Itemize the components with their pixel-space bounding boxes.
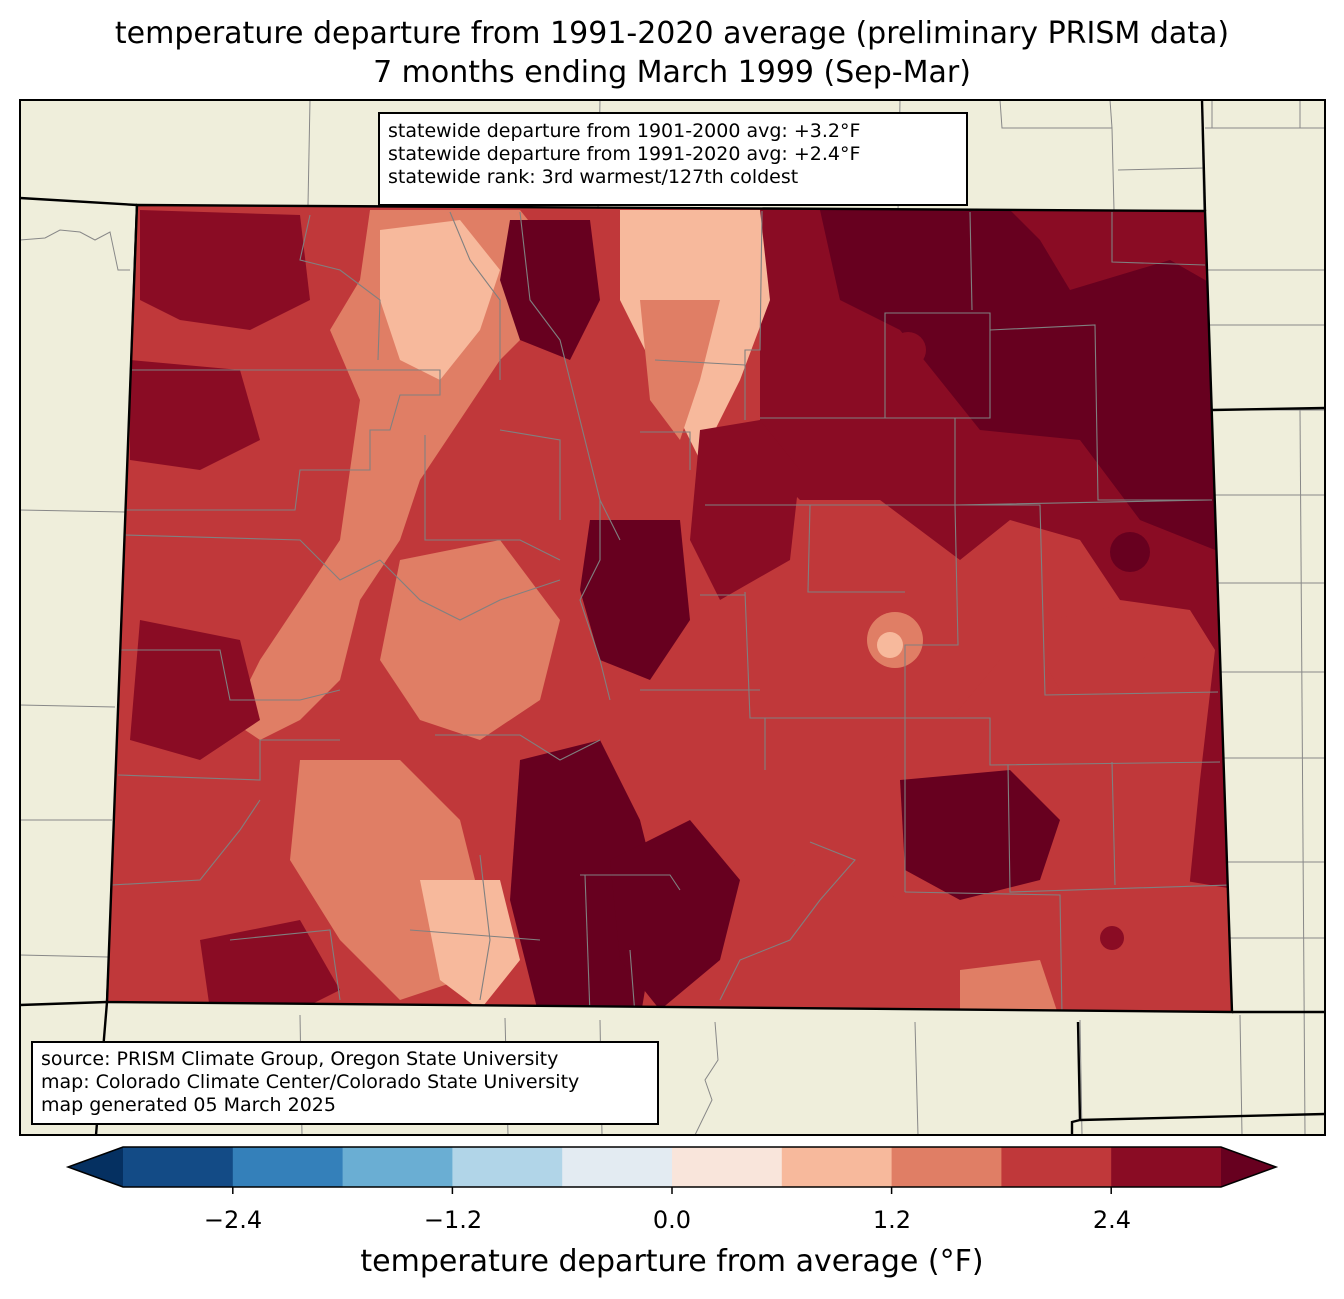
colorbar-bin	[232, 1147, 344, 1187]
field-spot-east	[1110, 532, 1150, 572]
colorbar-bin	[562, 1147, 673, 1187]
field-zone-northwest	[140, 210, 310, 330]
colorbar-bin	[672, 1147, 783, 1187]
field-zone-san-juans-b	[420, 880, 520, 1010]
field-spot-southeast	[1100, 926, 1124, 950]
field-zone-southeast-a	[900, 770, 1060, 900]
stat-rank: statewide rank: 3rd warmest/127th coldes…	[388, 166, 799, 188]
colorbar-tick-label: −2.4	[203, 1206, 263, 1234]
statewide-stats-box: statewide departure from 1901-2000 avg: …	[378, 112, 968, 206]
colorbar-tick-label: 0.0	[652, 1206, 692, 1234]
colorbar	[65, 1146, 1279, 1194]
field-zone-northeast	[820, 210, 1232, 560]
source-line: source: PRISM Climate Group, Oregon Stat…	[41, 1048, 559, 1070]
colorbar-under-arrow	[68, 1147, 123, 1187]
field-zone-west-b	[130, 620, 260, 760]
colorbar-bin	[1001, 1147, 1112, 1187]
colorbar-bin	[891, 1147, 1002, 1187]
temperature-departure-field	[107, 205, 1232, 1012]
county-lines	[111, 210, 1231, 1012]
colorbar-tick-label: 1.2	[872, 1206, 912, 1234]
field-spot-ne	[890, 332, 926, 368]
colorbar-outline	[65, 1146, 1279, 1188]
map-title: temperature departure from 1991-2020 ave…	[114, 16, 1230, 51]
stat-departure-1991-2020: statewide departure from 1991-2020 avg: …	[388, 143, 861, 165]
colorbar-bin	[1111, 1147, 1222, 1187]
colorado-border	[105, 203, 1234, 1014]
field-zone-front-range-b	[640, 300, 720, 440]
generated-date-line: map generated 05 March 2025	[41, 1094, 336, 1116]
colorbar-bin	[342, 1147, 453, 1187]
colorbar-over-arrow	[1221, 1147, 1276, 1187]
colorbar-label: temperature departure from average (°F)	[360, 1244, 984, 1279]
map-frame-border	[19, 99, 1326, 1136]
field-zone-east-b	[1040, 605, 1150, 690]
field-zone-ne-corner	[1010, 210, 1232, 300]
map-credit-line: map: Colorado Climate Center/Colorado St…	[41, 1071, 580, 1093]
field-zone-west-a	[130, 360, 260, 470]
colorbar-bin	[123, 1147, 234, 1187]
field-zone-central-mountains	[380, 540, 560, 740]
field-zone-southeast-c	[1040, 880, 1232, 1012]
stat-departure-1901-2000: statewide departure from 1901-2000 avg: …	[388, 120, 861, 142]
colorbar-tick-label: −1.2	[423, 1206, 483, 1234]
colorbar-bin	[781, 1147, 893, 1187]
source-box: source: PRISM Climate Group, Oregon Stat…	[31, 1041, 659, 1125]
field-zone-southeast-d	[960, 960, 1060, 1012]
colorbar-tick-label: 2.4	[1092, 1206, 1132, 1234]
field-zone-west-mountains	[230, 210, 560, 740]
field-zone-southwest	[200, 920, 340, 1010]
field-zone-south-central	[610, 820, 740, 1010]
map-subtitle: 7 months ending March 1999 (Sep-Mar)	[373, 55, 971, 90]
field-spot-east-central-b	[877, 632, 903, 658]
colorbar-bin	[452, 1147, 563, 1187]
field-zone-south-park	[580, 520, 690, 680]
field-zone-denver	[690, 420, 800, 600]
field-zone-southeast-b	[700, 860, 960, 1012]
